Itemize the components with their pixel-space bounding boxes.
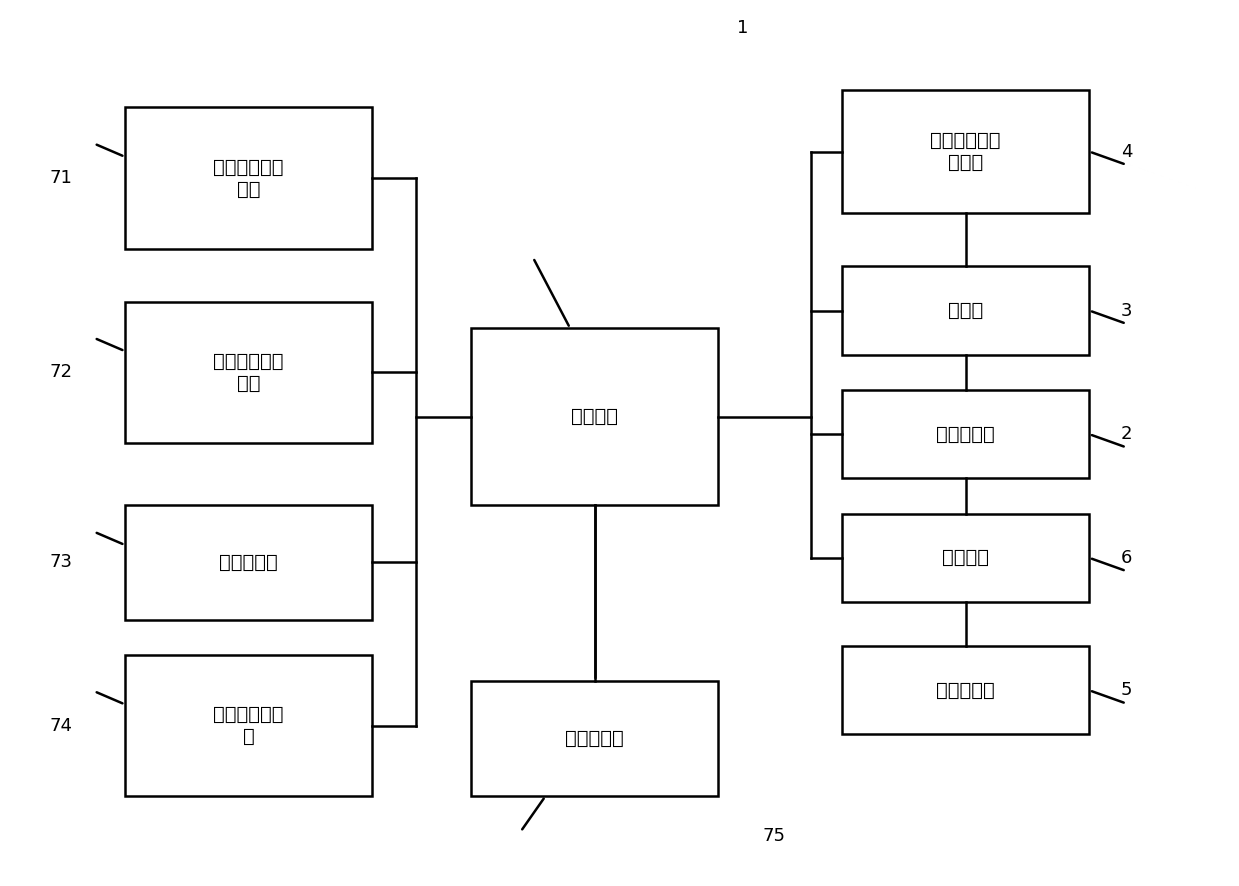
Text: 第一超声波传
感器: 第一超声波传 感器 <box>213 158 284 198</box>
FancyBboxPatch shape <box>125 107 372 249</box>
FancyBboxPatch shape <box>471 328 719 505</box>
FancyBboxPatch shape <box>125 505 372 619</box>
FancyBboxPatch shape <box>843 267 1089 354</box>
Text: 5: 5 <box>1120 681 1132 699</box>
Text: 第二超声波传
感器: 第二超声波传 感器 <box>213 352 284 392</box>
FancyBboxPatch shape <box>125 655 372 797</box>
Text: 71: 71 <box>50 169 72 187</box>
Text: 73: 73 <box>50 553 72 571</box>
Text: 重力传感器: 重力传感器 <box>219 553 278 571</box>
Text: 位置检测传感
器: 位置检测传感 器 <box>213 705 284 746</box>
Text: 机器人本体: 机器人本体 <box>937 424 995 444</box>
Text: 74: 74 <box>50 717 72 734</box>
Text: 转向盘: 转向盘 <box>948 301 984 320</box>
FancyBboxPatch shape <box>843 89 1089 214</box>
FancyBboxPatch shape <box>843 390 1089 478</box>
FancyBboxPatch shape <box>843 646 1089 734</box>
Text: 风速风向仪: 风速风向仪 <box>565 729 624 749</box>
Text: 驱动机构: 驱动机构 <box>942 548 989 567</box>
FancyBboxPatch shape <box>843 514 1089 602</box>
Text: 控制系统: 控制系统 <box>571 407 618 426</box>
Text: 6: 6 <box>1120 548 1132 567</box>
FancyBboxPatch shape <box>471 681 719 797</box>
Text: 保护网结构: 保护网结构 <box>937 680 995 700</box>
Text: 4: 4 <box>1120 143 1132 160</box>
Text: 75: 75 <box>762 827 786 845</box>
Text: 3: 3 <box>1120 301 1132 320</box>
Text: 2: 2 <box>1120 425 1132 443</box>
Text: 72: 72 <box>50 363 72 381</box>
Text: 1: 1 <box>737 19 748 37</box>
Text: 水平轴风力发
电装置: 水平轴风力发 电装置 <box>930 131 1001 172</box>
FancyBboxPatch shape <box>125 302 372 443</box>
